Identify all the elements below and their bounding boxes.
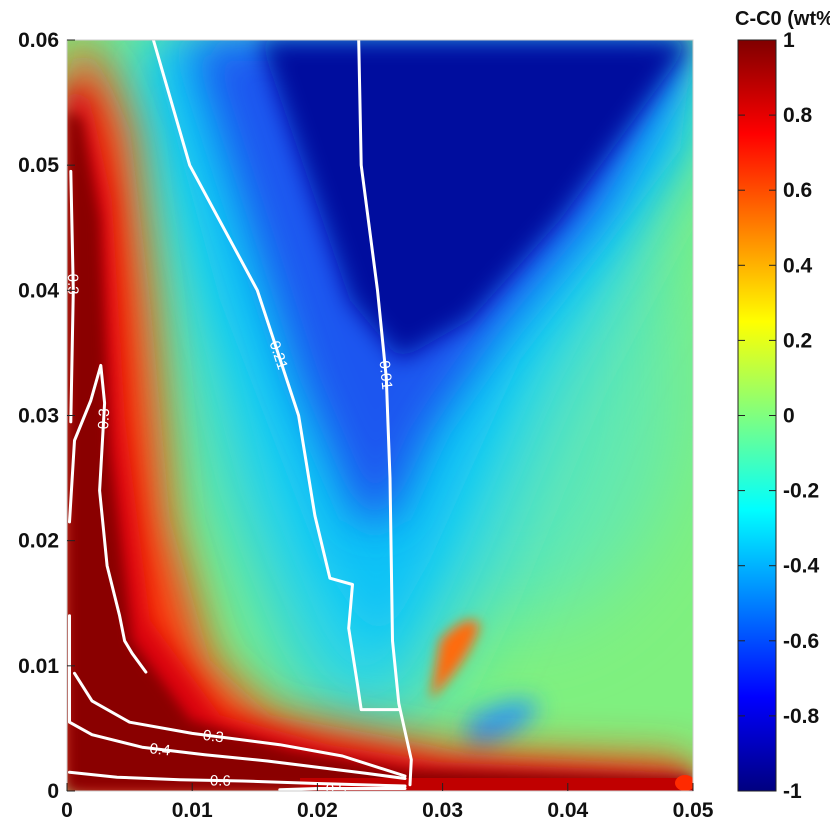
contour-label: 0.4 [149,740,172,759]
colorbar-tick-label: -0.2 [783,480,819,503]
x-tick-label: 0.05 [673,799,714,822]
colorbar-tick-label: 0.2 [783,329,812,352]
contour-label: 0.5 [326,780,347,797]
x-tick-label: 0.02 [297,799,338,822]
y-tick-label: 0.01 [18,655,59,678]
y-tick-label: 0 [47,780,59,803]
colorbar-tick-label: 0.6 [783,179,812,202]
colorbar-ticks: 1 0.8 0.6 0.4 0.2 0 -0.2 -0.4 -0.6 -0.8 -1 [738,29,820,803]
colorbar-tick-label: 0.8 [783,104,813,127]
contour-label: 0.6 [210,772,231,789]
colorbar-tick-label: 0 [783,405,795,428]
contour-line-0 [151,40,401,712]
y-tick-label: 0.03 [18,405,59,428]
x-tick-label: 0.01 [172,799,213,822]
x-tick-label: 0 [61,799,73,822]
concentration-field [67,40,693,791]
contour-label: 0.3 [64,274,81,295]
colorbar-tick-label: 1 [783,29,795,52]
y-tick-label: 0.06 [18,29,59,52]
x-tick-label: 0.04 [547,799,588,822]
y-tick-label: 0.05 [18,154,59,177]
contour-line-6 [68,770,407,788]
contour-line-3 [68,363,148,674]
y-tick-label: 0.04 [18,279,59,302]
y-axis-ticks: 0 0.01 0.02 0.03 0.04 0.05 0.06 [18,29,75,803]
contour-line-5 [73,671,407,778]
colorbar-title: C-C0 (wt%) [735,8,830,30]
colorbar-tick-label: -0.4 [783,555,820,578]
contour-label: 0.3 [202,727,225,747]
contour-line-1 [357,40,413,787]
contour-label: 0.3 [95,408,113,430]
colorbar-tick-label: 0.4 [783,254,813,277]
colorbar-tick-label: -1 [783,780,802,803]
colorbar-tick-label: -0.6 [783,630,819,653]
contour-label: 0.01 [376,360,396,391]
y-tick-label: 0.02 [18,530,59,553]
x-tick-label: 0.03 [422,799,463,822]
contour-line-4 [68,614,407,780]
colorbar-tick-label: -0.8 [783,705,820,728]
x-axis-ticks: 0 0.01 0.02 0.03 0.04 0.05 [61,783,714,822]
